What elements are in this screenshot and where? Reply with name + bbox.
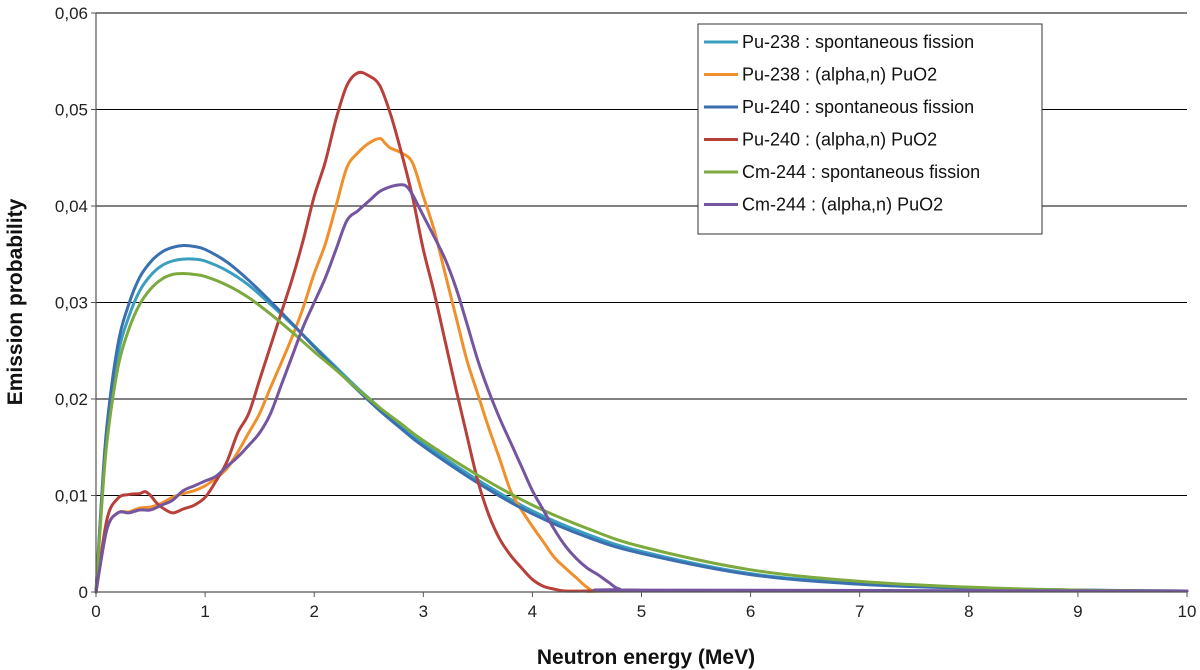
x-axis-title: Neutron energy (MeV) — [537, 646, 755, 669]
legend-label-5: Cm-244 : spontaneous fission — [742, 162, 980, 182]
x-tick-label-1: 1 — [200, 602, 209, 621]
y-tick-label-5: 0,05 — [55, 101, 88, 120]
legend: Pu-238 : spontaneous fission Pu-238 : (al… — [697, 23, 1043, 235]
legend-box — [697, 23, 1043, 235]
series-line-2 — [94, 136, 1189, 594]
y-tick-label-6: 0,06 — [55, 4, 88, 23]
tick-labels: 0 0,01 0,02 0,03 0,04 0,05 0,06 0 1 2 3 4 5 6 7 8 9 10 — [55, 4, 1197, 621]
x-tick-label-6: 6 — [746, 602, 755, 621]
x-tick-label-5: 5 — [637, 602, 646, 621]
x-tick-label-0: 0 — [91, 602, 100, 621]
gridlines — [96, 12, 1187, 496]
series-lines — [94, 70, 1189, 594]
x-tick-label-4: 4 — [528, 602, 537, 621]
y-tick-label-3: 0,03 — [55, 294, 88, 313]
y-tick-label-1: 0,01 — [55, 487, 88, 506]
x-tick-label-8: 8 — [964, 602, 973, 621]
series-line-5 — [94, 272, 1189, 594]
legend-label-6: Cm-244 : (alpha,n) PuO2 — [742, 195, 943, 215]
y-tick-label-4: 0,04 — [55, 197, 88, 216]
x-tick-label-10: 10 — [1178, 602, 1197, 621]
legend-label-1: Pu-238 : spontaneous fission — [742, 32, 974, 52]
legend-label-2: Pu-238 : (alpha,n) PuO2 — [742, 65, 937, 85]
axes — [91, 12, 1188, 597]
x-tick-label-9: 9 — [1073, 602, 1082, 621]
y-tick-label-2: 0,02 — [55, 390, 88, 409]
x-tick-label-3: 3 — [419, 602, 428, 621]
y-tick-label-0: 0 — [79, 583, 88, 602]
legend-label-3: Pu-240 : spontaneous fission — [742, 97, 974, 117]
x-tick-label-7: 7 — [855, 602, 864, 621]
x-tick-label-2: 2 — [309, 602, 318, 621]
legend-label-4: Pu-240 : (alpha,n) PuO2 — [742, 130, 937, 150]
series-line-4 — [94, 70, 1189, 594]
series-line-6 — [94, 183, 1189, 594]
y-axis-title: Emission probability — [4, 198, 27, 405]
series-line-3 — [94, 244, 1189, 594]
